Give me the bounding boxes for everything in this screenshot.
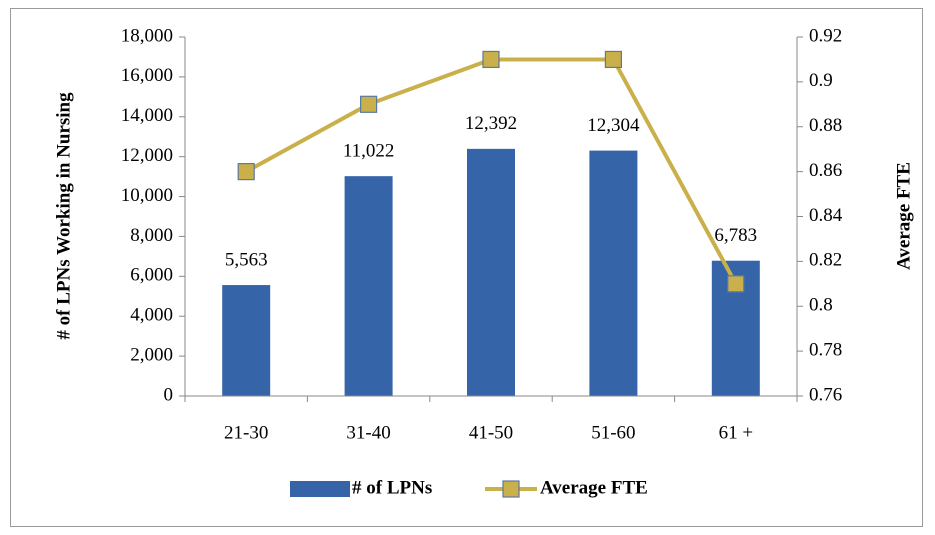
y2-tick-label: 0.82	[809, 250, 842, 271]
y2-tick-label: 0.92	[809, 25, 842, 46]
bar-value-label: 12,392	[465, 113, 517, 134]
legend-label: Average FTE	[540, 477, 648, 498]
bar-value-label: 6,783	[714, 225, 757, 246]
y-tick-label: 18,000	[121, 25, 173, 46]
bar-value-label: 5,563	[225, 249, 268, 270]
y-tick-label: 14,000	[121, 105, 173, 126]
bar	[222, 285, 271, 396]
y2-tick-label: 0.86	[809, 160, 842, 181]
line-marker	[604, 50, 623, 69]
line-marker	[727, 275, 745, 293]
x-tick-label: 51-60	[591, 422, 635, 443]
y2-tick-label: 0.8	[809, 295, 833, 316]
x-tick-label: 21-30	[224, 422, 268, 443]
y-tick-label: 4,000	[130, 305, 173, 326]
y-tick-label: 8,000	[130, 225, 173, 246]
y-tick-label: 0	[164, 384, 174, 405]
y-tick-label: 2,000	[130, 344, 173, 365]
x-tick-label: 41-50	[469, 422, 513, 443]
y-axis-title: # of LPNs Working in Nursing	[53, 92, 74, 340]
y2-tick-label: 0.78	[809, 339, 842, 360]
y2-axis-title: Average FTE	[893, 162, 914, 270]
bar-value-label: 12,304	[587, 115, 640, 136]
bar	[589, 150, 638, 396]
y-tick-label: 12,000	[121, 145, 173, 166]
legend-swatch	[290, 481, 350, 497]
y-tick-label: 10,000	[121, 185, 173, 206]
y2-tick-label: 0.76	[809, 384, 842, 405]
y2-tick-label: 0.88	[809, 115, 842, 136]
x-tick-label: 31-40	[346, 422, 390, 443]
legend-label: # of LPNs	[352, 477, 432, 498]
y2-tick-label: 0.9	[809, 70, 833, 91]
chart-border	[10, 8, 923, 527]
line-marker	[237, 163, 255, 181]
bar-value-label: 11,022	[343, 141, 395, 162]
legend-marker	[502, 480, 520, 498]
line-marker	[482, 50, 500, 69]
bar	[467, 148, 515, 396]
bar	[344, 176, 393, 396]
x-tick-label: 61 +	[719, 422, 753, 443]
y2-tick-label: 0.84	[809, 205, 843, 226]
line-marker	[360, 95, 378, 113]
y-tick-label: 16,000	[121, 65, 173, 86]
y-tick-label: 6,000	[130, 265, 173, 286]
